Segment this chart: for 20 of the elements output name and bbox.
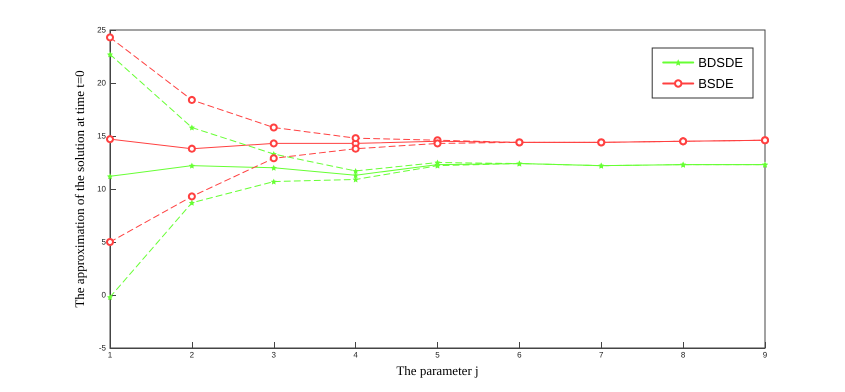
y-tick-label: 10: [97, 184, 107, 194]
x-tick-label: 1: [108, 350, 113, 360]
x-tick-label: 4: [353, 350, 358, 360]
x-tick-label: 2: [190, 350, 195, 360]
legend-label: BSDE: [698, 76, 734, 91]
y-tick-label: 5: [102, 238, 107, 246]
x-tick-label: 5: [435, 350, 440, 360]
x-tick-label: 3: [272, 350, 277, 360]
x-tick-label: 7: [599, 350, 604, 360]
x-tick-label: 9: [762, 350, 768, 360]
y-tick-label: 0: [102, 290, 107, 300]
y-tick-label: 25: [97, 26, 107, 34]
y-tick-label: 15: [97, 132, 107, 140]
y-axis-title: The approximation of the solution at time t=0: [72, 70, 88, 308]
x-tick-label: 8: [680, 350, 686, 360]
y-tick-label: -5: [98, 344, 107, 352]
y-tick-label: 20: [97, 78, 107, 88]
x-axis-title: The parameter j: [396, 362, 479, 378]
legend-label: BDSDE: [698, 55, 744, 70]
x-tick-label: 6: [517, 350, 522, 360]
